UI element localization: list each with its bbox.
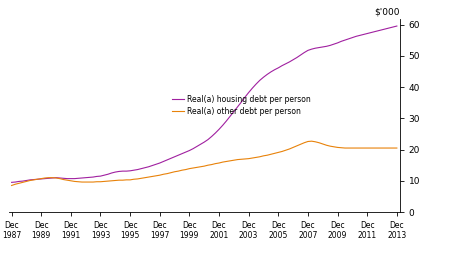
Legend: Real(a) housing debt per person, Real(a) other debt per person: Real(a) housing debt per person, Real(a)… <box>169 92 313 119</box>
Text: $'000: $'000 <box>374 8 400 17</box>
